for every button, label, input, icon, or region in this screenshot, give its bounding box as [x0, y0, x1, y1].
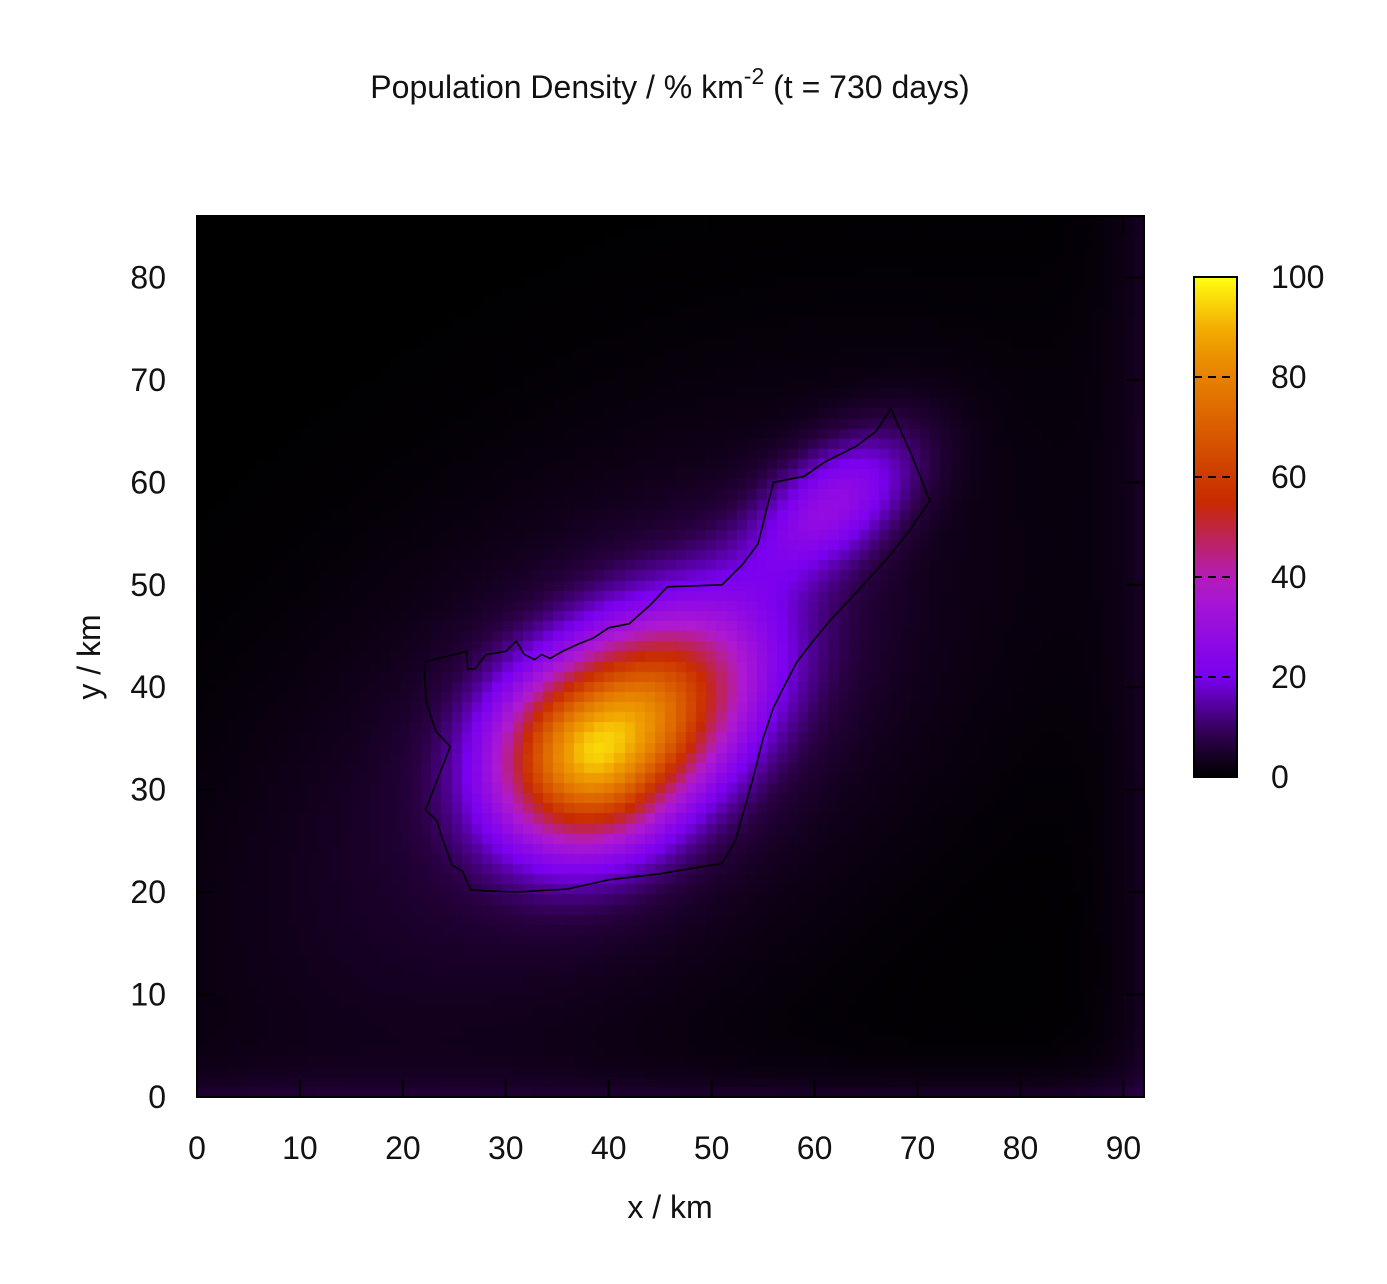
y-tick-label: 70 — [130, 362, 166, 398]
axis-ticks: 0 10 20 30 40 50 60 70 80 90 0 10 20 30 40 50 60 70 80 — [130, 216, 1144, 1166]
x-axis-label: x / km — [627, 1189, 712, 1225]
colorbar-tick-label: 100 — [1271, 259, 1324, 295]
colorbar-ticks: 0 20 40 60 80 100 — [1194, 259, 1324, 795]
boundary-outline — [423, 406, 931, 893]
chart-title-superscript: -2 — [744, 63, 764, 89]
x-tick-label: 40 — [591, 1130, 627, 1166]
chart-title-suffix: (t = 730 days) — [764, 69, 969, 105]
y-tick-label: 10 — [130, 977, 166, 1013]
x-tick-label: 10 — [282, 1130, 318, 1166]
chart-title: Population Density / % km-2 (t = 730 day… — [370, 63, 969, 105]
colorbar-tick-label: 20 — [1271, 659, 1307, 695]
y-tick-label: 30 — [130, 772, 166, 808]
y-tick-label: 60 — [130, 464, 166, 500]
y-tick-label: 40 — [130, 669, 166, 705]
y-axis-label: y / km — [71, 614, 107, 699]
colorbar-tick-label: 0 — [1271, 759, 1289, 795]
x-tick-label: 50 — [694, 1130, 730, 1166]
y-tick-label: 0 — [148, 1079, 166, 1115]
x-tick-label: 30 — [488, 1130, 524, 1166]
x-tick-label: 90 — [1106, 1130, 1142, 1166]
colorbar-tick-label: 60 — [1271, 459, 1307, 495]
colorbar-tick-label: 80 — [1271, 359, 1307, 395]
colorbar-frame — [1193, 276, 1238, 778]
x-tick-label: 70 — [900, 1130, 936, 1166]
y-tick-label: 80 — [130, 259, 166, 295]
colorbar-tick-label: 40 — [1271, 559, 1307, 595]
colorbar: 0 20 40 60 80 100 — [1193, 259, 1324, 795]
x-tick-label: 20 — [385, 1130, 421, 1166]
x-tick-label: 60 — [797, 1130, 833, 1166]
y-tick-label: 50 — [130, 567, 166, 603]
plot-frame — [196, 215, 1145, 1098]
chart-title-main: Population Density / % km — [370, 69, 744, 105]
y-tick-label: 20 — [130, 874, 166, 910]
x-tick-label: 80 — [1003, 1130, 1039, 1166]
boundary-layer — [423, 406, 931, 893]
colorbar-gradient — [1194, 277, 1237, 777]
x-tick-label: 0 — [188, 1130, 206, 1166]
heatmap-image — [197, 216, 1144, 1097]
